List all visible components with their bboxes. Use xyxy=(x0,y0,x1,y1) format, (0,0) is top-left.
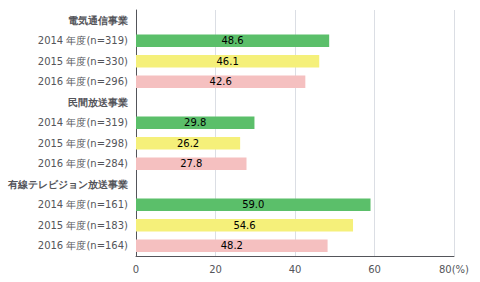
svg-text:80(%): 80(%) xyxy=(439,264,469,275)
svg-text:2016 年度(n=296): 2016 年度(n=296) xyxy=(38,76,128,87)
svg-text:民間放送事業: 民間放送事業 xyxy=(68,97,128,108)
svg-text:20: 20 xyxy=(209,264,222,275)
svg-text:42.6: 42.6 xyxy=(210,76,232,87)
svg-text:2016 年度(n=284): 2016 年度(n=284) xyxy=(38,158,128,169)
svg-text:2016 年度(n=164): 2016 年度(n=164) xyxy=(38,240,128,251)
svg-text:2015 年度(n=298): 2015 年度(n=298) xyxy=(38,138,128,149)
svg-text:2015 年度(n=330): 2015 年度(n=330) xyxy=(38,56,128,67)
svg-text:46.1: 46.1 xyxy=(216,56,238,67)
svg-text:40: 40 xyxy=(289,264,302,275)
svg-text:26.2: 26.2 xyxy=(177,138,199,149)
svg-text:27.8: 27.8 xyxy=(180,158,202,169)
svg-text:48.2: 48.2 xyxy=(221,240,243,251)
svg-text:2014 年度(n=319): 2014 年度(n=319) xyxy=(38,35,128,46)
svg-text:54.6: 54.6 xyxy=(233,220,255,231)
svg-text:0: 0 xyxy=(133,264,139,275)
svg-text:2014 年度(n=319): 2014 年度(n=319) xyxy=(38,117,128,128)
svg-text:2014 年度(n=161): 2014 年度(n=161) xyxy=(38,199,128,210)
svg-text:60: 60 xyxy=(368,264,381,275)
svg-text:29.8: 29.8 xyxy=(184,117,206,128)
svg-text:48.6: 48.6 xyxy=(221,35,243,46)
svg-text:59.0: 59.0 xyxy=(242,199,264,210)
svg-text:有線テレビジョン放送事業: 有線テレビジョン放送事業 xyxy=(7,179,128,190)
svg-text:電気通信事業: 電気通信事業 xyxy=(68,15,128,26)
svg-text:2015 年度(n=183): 2015 年度(n=183) xyxy=(38,220,128,231)
